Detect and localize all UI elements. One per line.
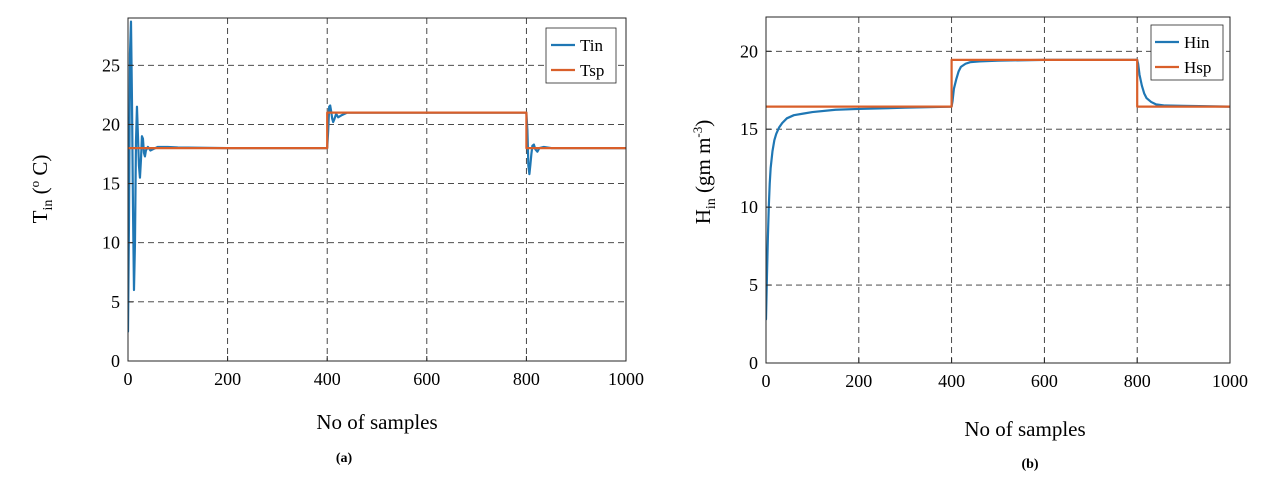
plot-frame-b xyxy=(765,16,1231,364)
y-tick-label-b-1: 5 xyxy=(749,275,758,295)
tick-labels-a: 0 200 400 600 800 1000 0 5 10 15 20 25 xyxy=(102,55,644,389)
plot-frame-a xyxy=(127,17,627,362)
series-line-tsp xyxy=(128,111,626,150)
x-tick-label-b-2: 400 xyxy=(938,371,965,391)
y-tick-label-a-5: 25 xyxy=(102,55,120,75)
y-tick-label-b-0: 0 xyxy=(749,353,758,373)
legend-label-hsp: Hsp xyxy=(1184,58,1211,77)
legend-box-a xyxy=(545,27,617,84)
series-line-hin xyxy=(766,58,1230,321)
x-tick-label-b-0: 0 xyxy=(762,371,771,391)
legend-label-tin: Tin xyxy=(580,36,604,55)
x-tick-label-a-4: 800 xyxy=(513,369,540,389)
x-axis-label-a: No of samples xyxy=(316,410,437,434)
y-tick-label-a-1: 5 xyxy=(111,292,120,312)
tick-labels-b: 0 200 400 600 800 1000 0 5 10 15 20 xyxy=(740,41,1248,391)
plot-area-a xyxy=(128,18,626,361)
grid-b xyxy=(766,17,1230,363)
panel-label-b: (b) xyxy=(1021,457,1038,472)
chart-panel-b: 0 200 400 600 800 1000 0 5 10 15 20 Hin Hsp No of … xyxy=(690,16,1248,472)
x-tick-label-a-5: 1000 xyxy=(608,369,644,389)
y-tick-label-a-4: 20 xyxy=(102,114,120,134)
series-group-a xyxy=(128,20,626,333)
legend-b: Hin Hsp xyxy=(1150,24,1224,81)
y-tick-label-a-2: 10 xyxy=(102,233,120,253)
x-tick-label-a-1: 200 xyxy=(214,369,241,389)
legend-label-hin: Hin xyxy=(1184,33,1210,52)
series-line-hsp xyxy=(766,58,1230,108)
x-tick-label-a-0: 0 xyxy=(124,369,133,389)
x-tick-label-b-3: 600 xyxy=(1031,371,1058,391)
x-tick-label-a-3: 600 xyxy=(413,369,440,389)
legend-a: Tin Tsp xyxy=(545,27,617,84)
y-tick-label-b-4: 20 xyxy=(740,41,758,61)
chart-panel-a: 0 200 400 600 800 1000 0 5 10 15 20 25 Tin Tsp No o… xyxy=(27,17,644,466)
legend-box-b xyxy=(1150,24,1224,81)
x-tick-label-a-2: 400 xyxy=(314,369,341,389)
y-tick-label-a-3: 15 xyxy=(102,174,120,194)
y-tick-label-a-0: 0 xyxy=(111,351,120,371)
x-tick-label-b-4: 800 xyxy=(1124,371,1151,391)
y-axis-label-b: Hin (gm m-3) xyxy=(690,120,719,225)
x-axis-label-b: No of samples xyxy=(964,417,1085,441)
x-tick-label-b-1: 200 xyxy=(845,371,872,391)
x-tick-label-b-5: 1000 xyxy=(1212,371,1248,391)
y-tick-label-b-3: 15 xyxy=(740,119,758,139)
legend-label-tsp: Tsp xyxy=(580,61,604,80)
y-axis-label-a: Tin (o C) xyxy=(27,155,56,224)
panel-label-a: (a) xyxy=(336,451,353,466)
y-tick-label-b-2: 10 xyxy=(740,197,758,217)
grid-a xyxy=(128,18,626,361)
series-group-b xyxy=(766,58,1230,321)
